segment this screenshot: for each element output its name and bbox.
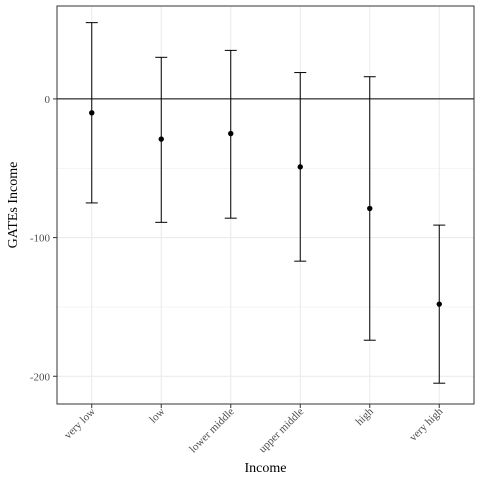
x-axis-title: Income <box>245 461 287 476</box>
point-estimate <box>158 136 164 142</box>
point-estimates <box>89 110 442 307</box>
y-axis-title: GATEs Income <box>6 162 21 249</box>
y-tick-label: -100 <box>30 233 51 245</box>
panel-border <box>56 5 475 405</box>
point-estimate <box>89 110 95 116</box>
point-estimate <box>436 301 442 307</box>
point-estimate <box>297 164 303 170</box>
point-estimate <box>228 130 234 137</box>
y-tick-label: 0 <box>45 94 51 106</box>
y-tick-label: -200 <box>30 371 51 383</box>
point-estimate <box>367 205 373 212</box>
